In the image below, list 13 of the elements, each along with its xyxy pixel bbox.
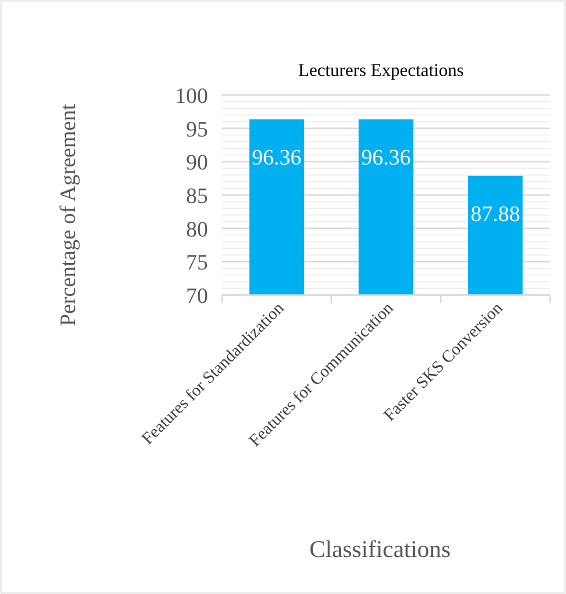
y-tick-label: 90 xyxy=(186,150,208,175)
y-tick-label: 70 xyxy=(186,283,208,308)
y-tick-label: 100 xyxy=(175,83,208,108)
y-axis-title: Percentage of Agreement xyxy=(55,104,80,326)
data-label: 87.88 xyxy=(470,200,520,226)
data-label: 96.36 xyxy=(252,144,302,170)
y-tick-label: 80 xyxy=(186,216,208,242)
y-tick-label: 75 xyxy=(186,250,208,275)
chart-title: Lecturers Expectations xyxy=(298,60,464,80)
y-tick-label: 95 xyxy=(186,116,208,142)
data-label: 96.36 xyxy=(361,144,411,170)
x-axis-title: Classifications xyxy=(309,537,451,563)
y-tick-label: 85 xyxy=(186,183,208,208)
